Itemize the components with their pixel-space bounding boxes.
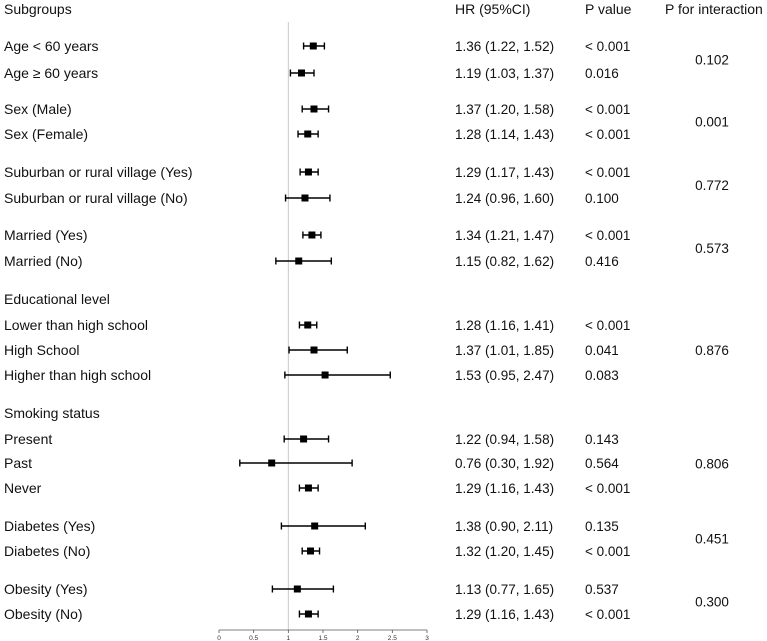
hr-point: [295, 257, 303, 265]
x-tick-label: 1: [287, 635, 291, 641]
row-label: Married (No): [4, 253, 83, 269]
row-label: Present: [4, 431, 52, 447]
p-value: 0.416: [585, 254, 619, 269]
p-value: < 0.001: [585, 318, 630, 333]
hr-ci-value: 1.28 (1.14, 1.43): [455, 127, 554, 142]
p-value: < 0.001: [585, 165, 630, 180]
x-tick-label: 3: [425, 635, 429, 641]
hr-point: [307, 547, 315, 555]
hr-point: [304, 321, 312, 329]
hr-point: [300, 435, 308, 443]
row-label: Lower than high school: [4, 317, 148, 333]
row-label: Diabetes (No): [4, 543, 90, 559]
p-value: < 0.001: [585, 102, 630, 117]
header-p-value: P value: [585, 1, 632, 17]
hr-point: [308, 231, 316, 239]
p-interaction-value: 0.573: [695, 241, 729, 256]
hr-point: [304, 130, 312, 138]
x-tick-label: 0: [217, 635, 221, 641]
x-tick-label: 2: [356, 635, 360, 641]
x-tick-label: 2.5: [388, 635, 397, 641]
p-value: 0.564: [585, 456, 619, 471]
p-interaction-value: 0.300: [695, 595, 729, 610]
hr-ci-value: 1.22 (0.94, 1.58): [455, 432, 554, 447]
row-label: Higher than high school: [4, 367, 151, 383]
row-label: Past: [4, 455, 32, 471]
hr-ci-value: 1.37 (1.01, 1.85): [455, 343, 554, 358]
hr-ci-value: 1.29 (1.16, 1.43): [455, 481, 554, 496]
row-label: High School: [4, 342, 80, 358]
p-value: 0.041: [585, 343, 619, 358]
hr-point: [301, 194, 309, 202]
hr-point: [304, 610, 312, 618]
hr-ci-value: 1.34 (1.21, 1.47): [455, 228, 554, 243]
row-label: Suburban or rural village (Yes): [4, 164, 193, 180]
p-value: < 0.001: [585, 544, 630, 559]
hr-point: [310, 346, 318, 354]
hr-ci-value: 1.53 (0.95, 2.47): [455, 368, 554, 383]
hr-ci-value: 1.13 (0.77, 1.65): [455, 582, 554, 597]
hr-point: [293, 585, 301, 593]
p-value: < 0.001: [585, 607, 630, 622]
hr-point: [321, 371, 329, 379]
p-interaction-value: 0.001: [695, 115, 729, 130]
p-value: < 0.001: [585, 481, 630, 496]
row-label: Educational level: [4, 291, 110, 307]
p-interaction-value: 0.806: [695, 457, 729, 472]
hr-ci-value: 1.37 (1.20, 1.58): [455, 102, 554, 117]
hr-point: [310, 105, 318, 113]
header-p-interaction: P for interaction: [665, 1, 763, 17]
hr-point: [311, 522, 319, 530]
p-value: 0.083: [585, 368, 619, 383]
p-value: 0.537: [585, 582, 619, 597]
hr-point: [304, 484, 312, 492]
hr-ci-value: 1.24 (0.96, 1.60): [455, 191, 554, 206]
row-label: Obesity (No): [4, 606, 83, 622]
p-interaction-value: 0.876: [695, 343, 729, 358]
row-label: Married (Yes): [4, 227, 88, 243]
hr-ci-value: 1.28 (1.16, 1.41): [455, 318, 554, 333]
hr-ci-value: 1.29 (1.16, 1.43): [455, 607, 554, 622]
hr-point: [304, 168, 312, 176]
p-value: < 0.001: [585, 127, 630, 142]
row-label: Sex (Female): [4, 126, 88, 142]
row-label: Age < 60 years: [4, 38, 99, 54]
p-value: 0.143: [585, 432, 619, 447]
hr-ci-value: 0.76 (0.30, 1.92): [455, 456, 554, 471]
hr-ci-value: 1.19 (1.03, 1.37): [455, 66, 554, 81]
hr-point: [298, 69, 306, 77]
row-label: Suburban or rural village (No): [4, 190, 188, 206]
hr-point: [309, 42, 317, 50]
row-label: Smoking status: [4, 405, 100, 421]
p-interaction-value: 0.451: [695, 532, 729, 547]
hr-ci-value: 1.36 (1.22, 1.52): [455, 39, 554, 54]
hr-ci-value: 1.38 (0.90, 2.11): [455, 519, 553, 534]
p-interaction-value: 0.102: [695, 53, 729, 68]
row-label: Sex (Male): [4, 101, 72, 117]
x-tick-label: 1.5: [318, 635, 327, 641]
hr-ci-value: 1.32 (1.20, 1.45): [455, 544, 554, 559]
hr-ci-value: 1.15 (0.82, 1.62): [455, 254, 554, 269]
row-label: Obesity (Yes): [4, 581, 88, 597]
p-interaction-value: 0.772: [695, 178, 729, 193]
p-value: 0.016: [585, 66, 619, 81]
plot-area: Age < 60 years 1.36 (1.22, 1.52) < 0.001 Ag…: [4, 22, 729, 641]
row-label: Diabetes (Yes): [4, 518, 95, 534]
header-subgroups: Subgroups: [4, 1, 72, 17]
p-value: 0.135: [585, 519, 619, 534]
p-value: 0.100: [585, 191, 619, 206]
hr-point: [268, 459, 276, 467]
header-hr: HR (95%CI): [455, 1, 530, 17]
row-label: Never: [4, 480, 42, 496]
p-value: < 0.001: [585, 228, 630, 243]
p-value: < 0.001: [585, 39, 630, 54]
hr-ci-value: 1.29 (1.17, 1.43): [455, 165, 554, 180]
row-label: Age ≥ 60 years: [4, 65, 98, 81]
x-tick-label: 0.5: [249, 635, 258, 641]
